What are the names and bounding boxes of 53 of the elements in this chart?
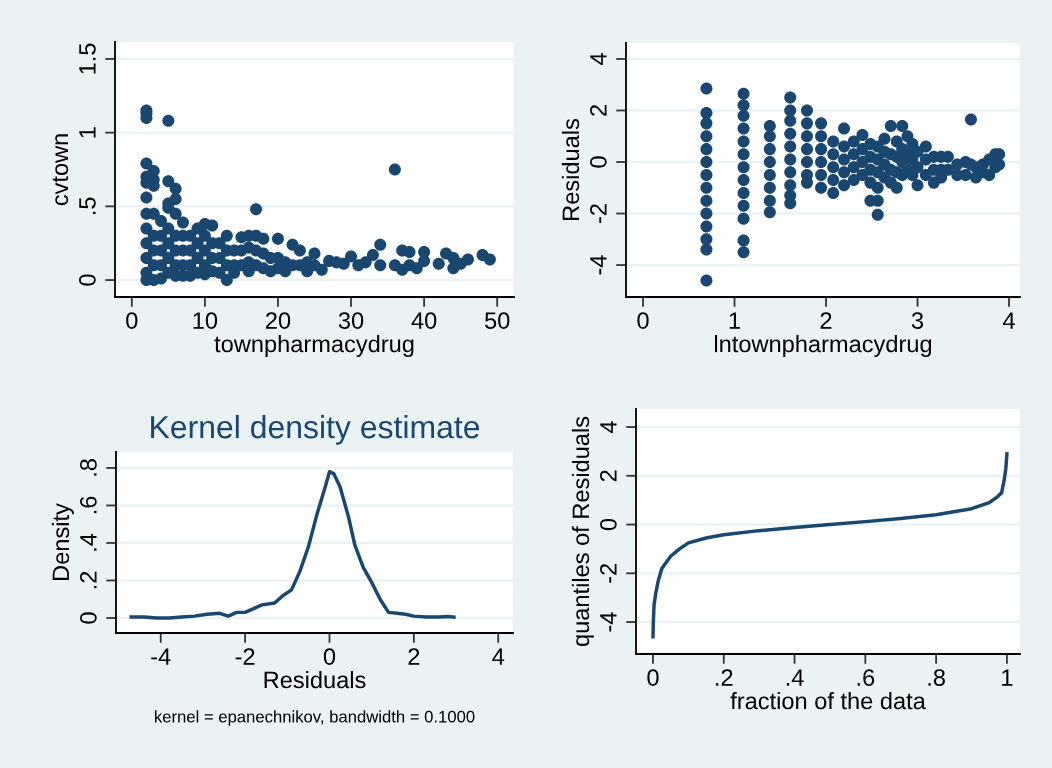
y-tick-label: .6 [80,496,97,514]
y-tick-label: 0 [80,612,97,624]
y-tick-label: 4 [600,421,617,434]
x-tick-label: 10 [193,312,218,329]
x-tick-label: 2 [820,312,832,329]
x-tick-label: -2 [235,648,255,665]
y-tick-label: 1.5 [79,43,96,74]
x-axis-title: lntownpharmacydrug [715,334,932,357]
x-tick-label: 3 [911,312,924,329]
y-tick-label: .8 [80,459,97,476]
y-tick-label: -2 [590,204,607,223]
chart-title: Kernel density estimate [151,414,480,445]
x-tick-label: 4 [1003,312,1015,329]
y-axis-title: Residuals [561,119,580,220]
y-tick-label: -4 [590,255,607,275]
x-tick-label: 40 [411,312,437,329]
x-tick-label: 4 [492,648,505,665]
y-tick-label: -2 [600,564,617,583]
x-tick-label: 0 [637,312,649,329]
x-tick-label: .2 [716,669,733,686]
y-tick-label: 2 [600,470,617,482]
x-tick-label: 50 [485,312,510,329]
x-axis-title: townpharmacydrug [214,334,414,357]
line-series [651,452,1009,639]
y-tick-label: 1 [79,127,96,138]
x-tick-label: 1 [1002,669,1013,686]
x-axis-title: fraction of the data [730,691,926,710]
x-tick-label: .4 [786,669,804,686]
y-tick-label: 0 [79,274,96,286]
y-tick-label: .4 [80,533,97,551]
x-tick-label: 1 [729,312,740,329]
x-tick-label: 30 [338,312,364,329]
y-axis-title: cvtown [52,134,69,206]
x-tick-label: 0 [323,648,336,665]
y-tick-label: 0 [590,156,607,168]
y-tick-label: -4 [600,612,617,632]
y-tick-label: .5 [79,197,96,215]
x-tick-label: .6 [857,669,875,686]
y-tick-label: 0 [600,518,617,531]
y-tick-label: .2 [80,571,97,589]
line-series [129,469,456,620]
x-tick-label: -4 [151,648,171,665]
text: kernel = epanechnikov, bandwidth = 0.1000 [155,710,475,726]
y-axis-title: Density [51,503,74,580]
y-axis-title: quantiles of Residuals [571,416,594,646]
x-tick-label: 0 [126,312,138,329]
x-tick-label: 0 [647,669,659,686]
x-tick-label: 2 [408,648,420,665]
x-axis-title: Residuals [264,670,366,689]
x-tick-label: 20 [266,312,291,329]
y-tick-label: 4 [590,53,607,65]
y-tick-label: 2 [590,105,607,116]
x-tick-label: .8 [928,669,945,686]
